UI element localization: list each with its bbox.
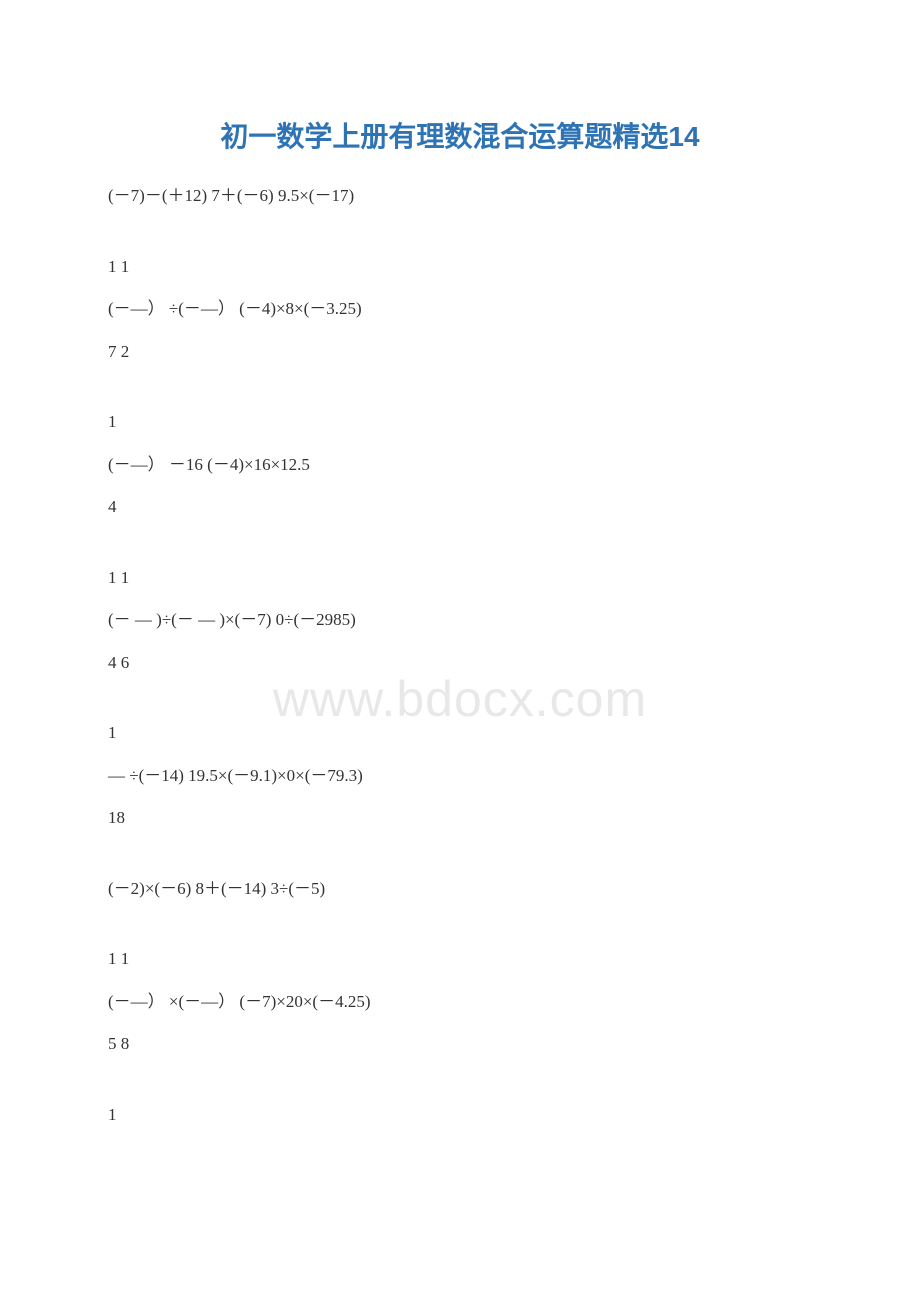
content-line: 1 <box>108 409 920 435</box>
content-spacer <box>108 848 920 876</box>
content-line: (－—） ×(－—） (－7)×20×(－4.25) <box>108 989 920 1015</box>
content-line: 1 1 <box>108 565 920 591</box>
content-line: 4 <box>108 494 920 520</box>
content-spacer <box>108 918 920 946</box>
content-line: 4 6 <box>108 650 920 676</box>
content-line: 5 8 <box>108 1031 920 1057</box>
content-line: 18 <box>108 805 920 831</box>
content-line: (－2)×(－6) 8＋(－14) 3÷(－5) <box>108 876 920 902</box>
content-line: 1 1 <box>108 254 920 280</box>
content-line: — ÷(－14) 19.5×(－9.1)×0×(－79.3) <box>108 763 920 789</box>
content-line: 1 <box>108 1102 920 1128</box>
content-spacer <box>108 381 920 409</box>
page-title: 初一数学上册有理数混合运算题精选14 <box>0 115 920 155</box>
content-line: 1 1 <box>108 946 920 972</box>
content-spacer <box>108 1074 920 1102</box>
content-spacer <box>108 537 920 565</box>
content-spacer <box>108 226 920 254</box>
content-line: 7 2 <box>108 339 920 365</box>
content-line: (－ — )÷(－ — )×(－7) 0÷(－2985) <box>108 607 920 633</box>
content-line: (－7)－(＋12) 7＋(－6) 9.5×(－17) <box>108 183 920 209</box>
content-line: (－—） －16 (－4)×16×12.5 <box>108 452 920 478</box>
content-line: 1 <box>108 720 920 746</box>
document-content: (－7)－(＋12) 7＋(－6) 9.5×(－17) 1 1 (－—） ÷(－… <box>108 183 920 1127</box>
content-line: (－—） ÷(－—） (－4)×8×(－3.25) <box>108 296 920 322</box>
content-spacer <box>108 692 920 720</box>
